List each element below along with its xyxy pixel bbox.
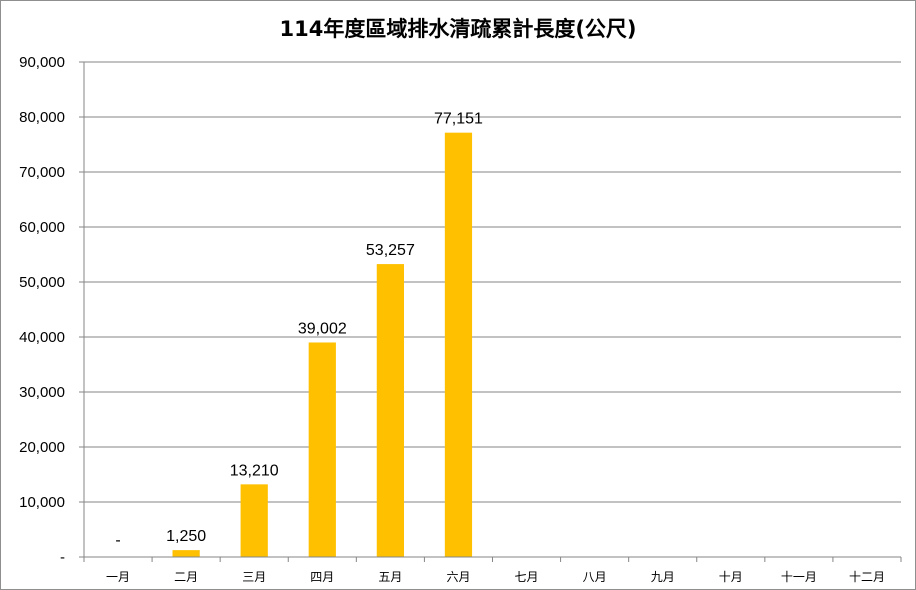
x-category-label: 三月 bbox=[242, 570, 266, 584]
data-label: - bbox=[115, 532, 120, 549]
chart-title: 114年度區域排水清疏累計長度(公尺) bbox=[279, 17, 637, 41]
x-category-label: 十月 bbox=[719, 570, 743, 584]
bar-5 bbox=[376, 264, 404, 557]
x-category-label: 十二月 bbox=[849, 570, 885, 584]
data-label: 1,250 bbox=[166, 528, 206, 545]
x-category-label: 一月 bbox=[106, 570, 130, 584]
bar-3 bbox=[240, 484, 268, 557]
bar-4 bbox=[308, 342, 336, 557]
y-tick-label: 10,000 bbox=[19, 494, 65, 511]
y-tick-label: 70,000 bbox=[19, 164, 65, 181]
y-tick-label: - bbox=[60, 549, 65, 566]
data-label: 39,002 bbox=[298, 320, 347, 337]
y-tick-label: 40,000 bbox=[19, 329, 65, 346]
x-category-label: 五月 bbox=[378, 570, 402, 584]
data-label: 13,210 bbox=[230, 462, 279, 479]
y-tick-label: 30,000 bbox=[19, 384, 65, 401]
x-category-label: 二月 bbox=[174, 570, 198, 584]
y-tick-label: 20,000 bbox=[19, 439, 65, 456]
bar-6 bbox=[444, 132, 473, 557]
bar-2 bbox=[172, 550, 200, 557]
x-category-label: 九月 bbox=[651, 570, 675, 584]
y-tick-label: 50,000 bbox=[19, 274, 65, 291]
y-tick-label: 60,000 bbox=[19, 219, 65, 236]
y-tick-label: 90,000 bbox=[19, 54, 65, 71]
x-category-label: 七月 bbox=[515, 570, 539, 584]
x-category-label: 六月 bbox=[446, 570, 470, 584]
y-tick-label: 80,000 bbox=[19, 109, 65, 126]
x-category-label: 十一月 bbox=[781, 570, 817, 584]
data-label: 53,257 bbox=[366, 242, 415, 259]
x-category-label: 八月 bbox=[583, 570, 607, 584]
data-label: 77,151 bbox=[434, 111, 483, 128]
x-category-label: 四月 bbox=[310, 570, 334, 584]
